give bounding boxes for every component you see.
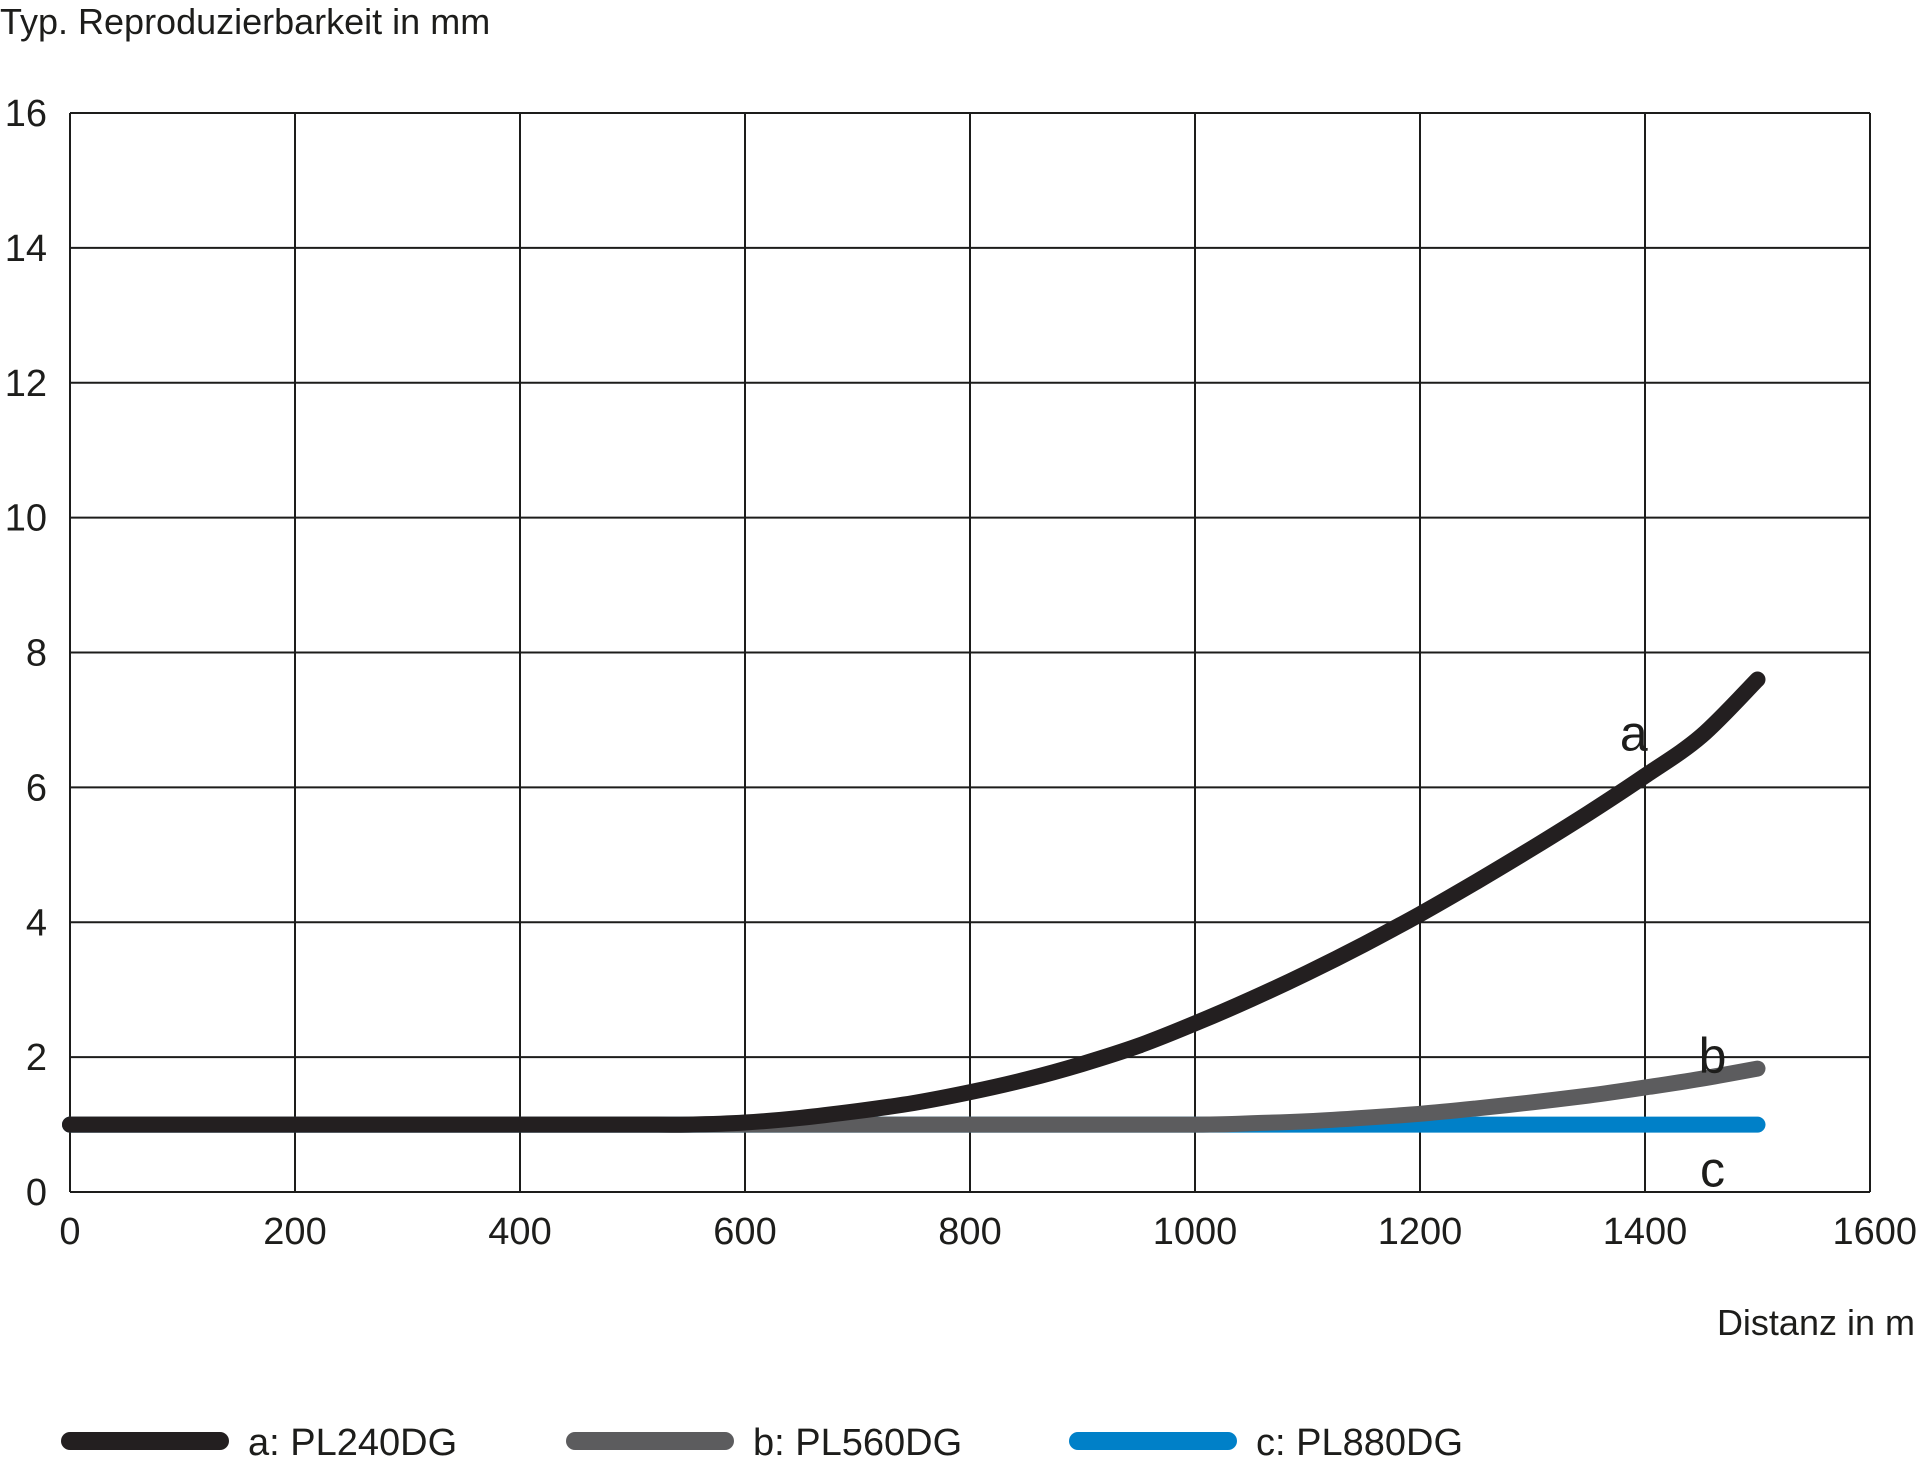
x-tick-label: 400 — [488, 1211, 551, 1253]
y-tick-label: 6 — [26, 767, 47, 809]
legend-label-c: c: PL880DG — [1256, 1422, 1463, 1464]
legend-label-a: a: PL240DG — [248, 1422, 457, 1464]
tick-labels: 0 200 400 600 800 1000 1200 1400 1600 0 2 4 6 8 10 12 14… — [5, 93, 1917, 1253]
curve-labels: a b c — [1620, 706, 1727, 1198]
y-tick-label: 12 — [5, 363, 47, 405]
series-line-a — [62, 671, 1766, 1133]
x-tick-label: 800 — [938, 1211, 1001, 1253]
legend-label-b: b: PL560DG — [753, 1422, 962, 1464]
y-tick-label: 14 — [5, 228, 47, 270]
y-tick-label: 2 — [26, 1037, 47, 1079]
x-tick-label: 1000 — [1153, 1211, 1238, 1253]
x-tick-label: 600 — [713, 1211, 776, 1253]
x-tick-label: 1200 — [1378, 1211, 1463, 1253]
legend: a: PL240DG b: PL560DG c: PL880DG — [61, 1422, 1463, 1464]
y-tick-label: 0 — [26, 1172, 47, 1214]
x-tick-label: 1600 — [1832, 1211, 1917, 1253]
x-tick-label: 0 — [59, 1211, 80, 1253]
x-tick-label: 200 — [263, 1211, 326, 1253]
grid — [69, 112, 1871, 1193]
series-layer — [62, 671, 1766, 1133]
y-axis-title: Typ. Reproduzierbarkeit in mm — [0, 1, 490, 42]
y-tick-label: 4 — [26, 902, 47, 944]
curve-label-c: c — [1700, 1142, 1725, 1198]
x-axis-title: Distanz in m — [1717, 1302, 1915, 1343]
curve-label-b: b — [1699, 1028, 1727, 1084]
y-tick-label: 8 — [26, 633, 47, 675]
curve-label-a: a — [1620, 706, 1648, 762]
y-tick-label: 10 — [5, 498, 47, 540]
y-tick-label: 16 — [5, 93, 47, 135]
x-tick-label: 1400 — [1603, 1211, 1688, 1253]
